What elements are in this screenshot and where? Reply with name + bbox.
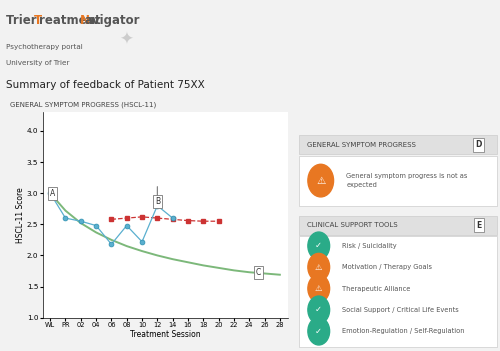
Text: avigator: avigator (85, 14, 140, 27)
Text: Motivation / Therapy Goals: Motivation / Therapy Goals (342, 264, 432, 270)
FancyBboxPatch shape (299, 216, 496, 234)
Text: expected: expected (346, 182, 378, 188)
Text: University of Trier: University of Trier (6, 60, 70, 66)
Text: CLINICAL SUPPORT TOOLS: CLINICAL SUPPORT TOOLS (307, 222, 398, 228)
Text: Therapeutic Alliance: Therapeutic Alliance (342, 285, 411, 292)
Text: D: D (476, 140, 482, 149)
Text: N: N (80, 14, 90, 27)
FancyBboxPatch shape (299, 155, 496, 206)
Text: Emotion-Regulation / Self-Regulation: Emotion-Regulation / Self-Regulation (342, 328, 465, 334)
Circle shape (308, 232, 330, 260)
Text: ✦: ✦ (119, 31, 133, 48)
Circle shape (308, 164, 334, 197)
Text: GENERAL SYMPTOM PROGRESS: GENERAL SYMPTOM PROGRESS (307, 142, 416, 148)
Circle shape (308, 275, 330, 302)
Text: Trier: Trier (6, 14, 41, 27)
Text: Social Support / Critical Life Events: Social Support / Critical Life Events (342, 307, 459, 313)
FancyBboxPatch shape (299, 236, 496, 347)
Text: GENERAL SYMPTOM PROGRESS (HSCL-11): GENERAL SYMPTOM PROGRESS (HSCL-11) (10, 101, 156, 108)
X-axis label: Treatment Session: Treatment Session (130, 330, 200, 339)
Text: A: A (50, 189, 55, 198)
Circle shape (308, 296, 330, 324)
Circle shape (308, 253, 330, 281)
Text: ✓: ✓ (316, 241, 322, 250)
Text: General symptom progress is not as: General symptom progress is not as (346, 173, 468, 179)
Text: Risk / Suicidality: Risk / Suicidality (342, 243, 397, 249)
Text: reatment: reatment (38, 14, 104, 27)
Text: T: T (34, 14, 42, 27)
Text: ⚠: ⚠ (315, 284, 322, 293)
Text: Psychotherapy portal: Psychotherapy portal (6, 44, 83, 50)
Text: ⚠: ⚠ (315, 263, 322, 272)
Text: C: C (256, 268, 261, 277)
Circle shape (308, 317, 330, 345)
Text: B: B (155, 197, 160, 206)
Text: E: E (476, 221, 482, 230)
Text: Summary of feedback of Patient 75XX: Summary of feedback of Patient 75XX (6, 80, 205, 91)
Text: ✓: ✓ (316, 327, 322, 336)
FancyBboxPatch shape (299, 135, 496, 154)
Y-axis label: HSCL-11 Score: HSCL-11 Score (16, 187, 25, 243)
Text: ⚠: ⚠ (316, 176, 326, 186)
Text: ✓: ✓ (316, 305, 322, 314)
